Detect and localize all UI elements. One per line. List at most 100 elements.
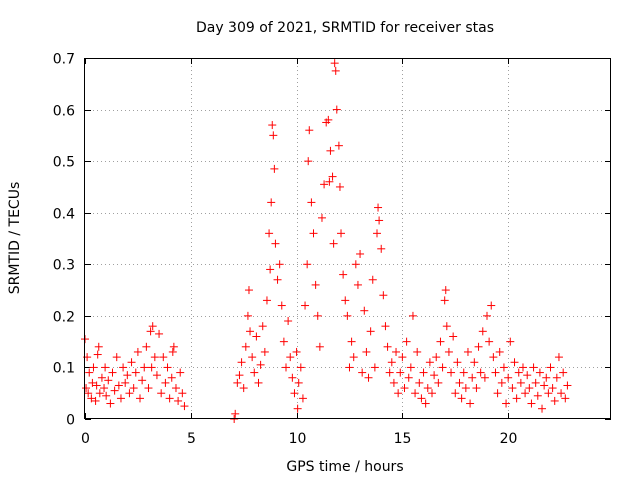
data-point (415, 378, 424, 387)
data-point (292, 347, 301, 356)
data-point (231, 409, 240, 418)
data-point (286, 353, 295, 362)
data-point (508, 384, 517, 393)
data-point (499, 363, 508, 372)
data-point (358, 368, 367, 377)
data-point (487, 301, 496, 310)
data-point (147, 363, 156, 372)
data-point (480, 373, 489, 382)
data-point (303, 260, 312, 269)
data-point (345, 363, 354, 372)
data-point (320, 180, 329, 189)
data-point (104, 376, 113, 385)
data-point (531, 378, 540, 387)
data-point (476, 368, 485, 377)
data-point (370, 363, 379, 372)
data-point (491, 368, 500, 377)
data-point (442, 322, 451, 331)
data-point (265, 229, 274, 238)
data-point (457, 394, 466, 403)
data-point (313, 311, 322, 320)
data-point (275, 260, 284, 269)
data-point (332, 105, 341, 114)
data-point (331, 66, 340, 75)
data-point (385, 368, 394, 377)
data-point (136, 394, 145, 403)
data-point (470, 358, 479, 367)
x-tick-label: 5 (187, 431, 196, 447)
data-point (372, 229, 381, 238)
data-point (366, 327, 375, 336)
x-axis-label: GPS time / hours (286, 459, 403, 475)
data-point (353, 280, 362, 289)
data-point (176, 368, 185, 377)
data-point (521, 389, 530, 398)
data-point (356, 249, 365, 258)
data-point (427, 389, 436, 398)
data-point (252, 332, 261, 341)
data-point (377, 244, 386, 253)
data-point (273, 275, 282, 284)
data-point (123, 371, 132, 380)
data-point (161, 378, 170, 387)
data-point (400, 384, 409, 393)
data-point (279, 337, 288, 346)
data-point (307, 198, 316, 207)
data-point (277, 301, 286, 310)
data-point (561, 394, 570, 403)
data-point (523, 371, 532, 380)
data-point (174, 396, 183, 405)
data-point (343, 311, 352, 320)
data-point (351, 260, 360, 269)
data-point (112, 353, 121, 362)
data-point (108, 368, 117, 377)
data-point (396, 368, 405, 377)
data-point (506, 337, 515, 346)
data-point (157, 389, 166, 398)
x-tick-label: 10 (289, 431, 307, 447)
data-point (298, 394, 307, 403)
data-point (438, 363, 447, 372)
data-point (152, 371, 161, 380)
data-point (304, 157, 313, 166)
data-point (155, 329, 164, 338)
data-point (91, 396, 100, 405)
data-point (472, 384, 481, 393)
data-point (493, 389, 502, 398)
x-tick-label: 0 (81, 431, 90, 447)
data-point (163, 363, 172, 372)
data-point (374, 203, 383, 212)
data-point (235, 371, 244, 380)
data-point (294, 378, 303, 387)
data-point (525, 384, 534, 393)
data-point (180, 402, 189, 411)
data-point (301, 301, 310, 310)
data-point (102, 391, 111, 400)
data-point (347, 337, 356, 346)
data-point (337, 229, 346, 238)
data-point (262, 296, 271, 305)
data-point (317, 213, 326, 222)
data-point (408, 311, 417, 320)
data-point (349, 353, 358, 362)
data-point (159, 353, 168, 362)
data-point (305, 126, 314, 135)
data-point (290, 389, 299, 398)
data-point (440, 296, 449, 305)
data-point (100, 384, 109, 393)
data-point (334, 141, 343, 150)
data-point (436, 337, 445, 346)
data-point (538, 404, 547, 413)
data-point (423, 384, 432, 393)
data-point (244, 286, 253, 295)
y-tick-label: 0.4 (53, 207, 75, 223)
data-point (146, 327, 155, 336)
data-point (178, 389, 187, 398)
data-point (94, 342, 103, 351)
data-point (546, 363, 555, 372)
y-tick-label: 0.6 (53, 104, 75, 120)
data-point (254, 378, 263, 387)
data-point (296, 363, 305, 372)
data-point (375, 216, 384, 225)
data-point (116, 394, 125, 403)
